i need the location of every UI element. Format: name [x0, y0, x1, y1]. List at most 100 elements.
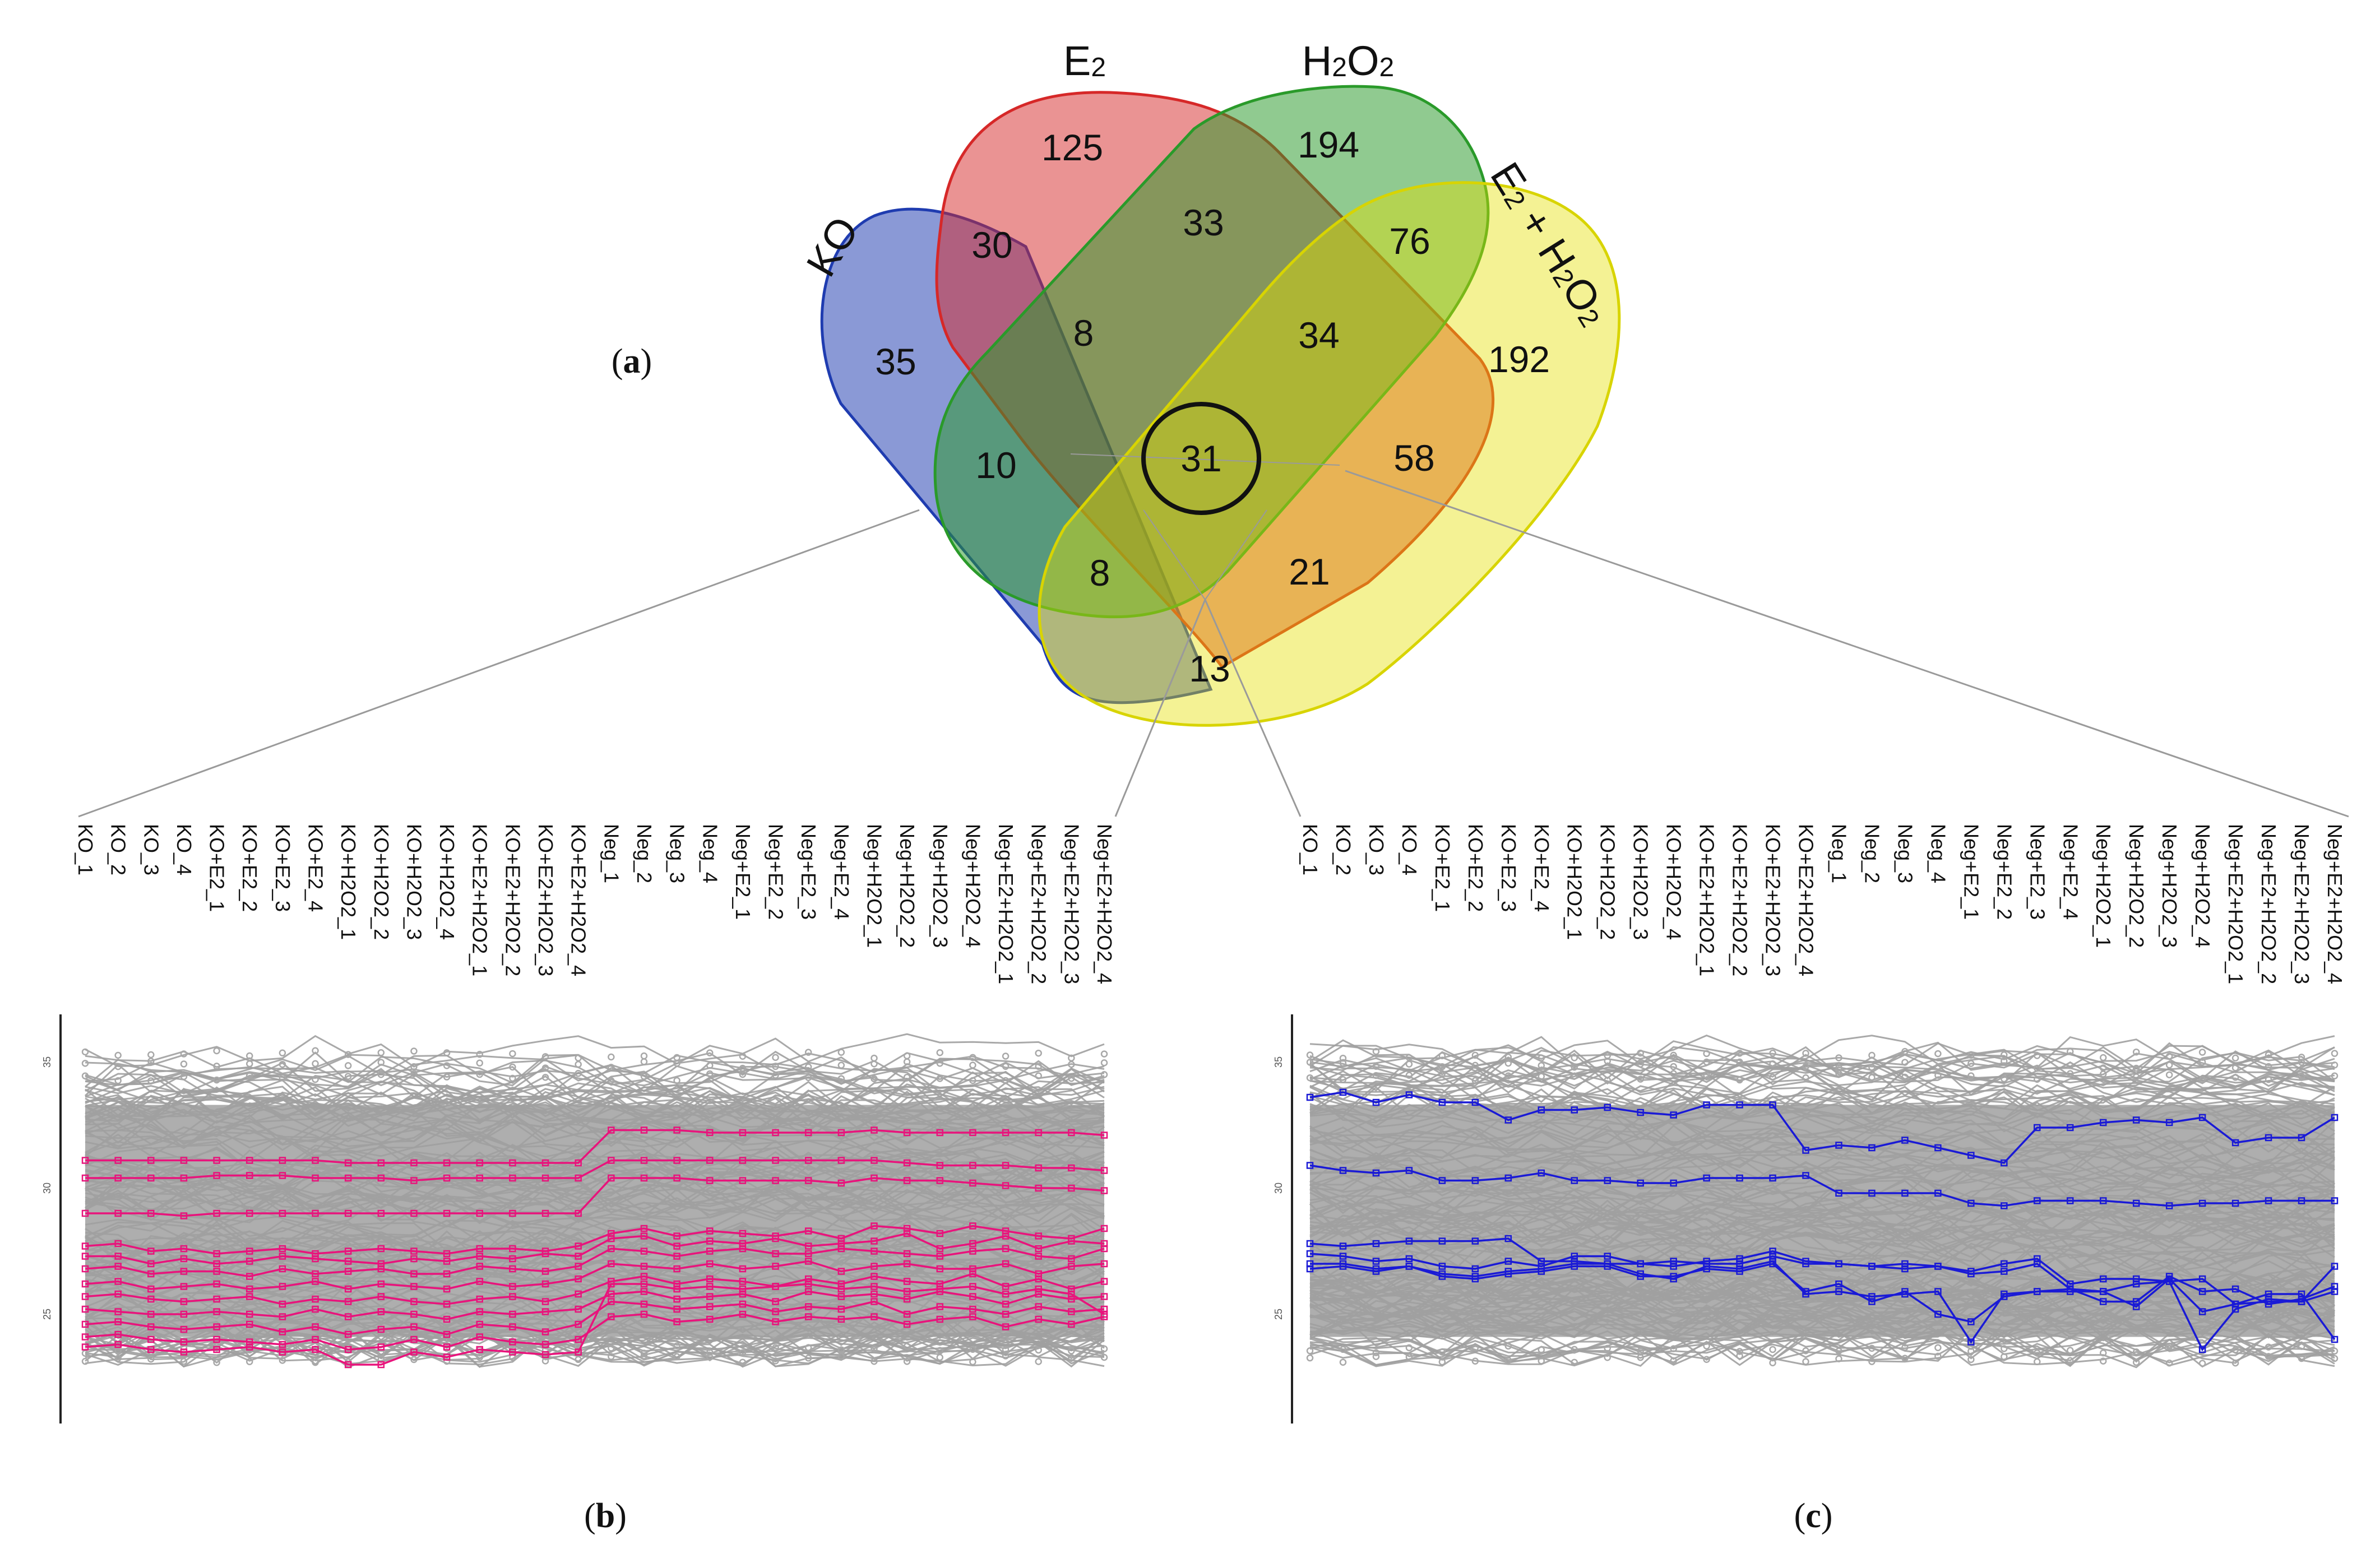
series-line-h3: [85, 1177, 1105, 1217]
background-marker: [1068, 1075, 1075, 1082]
data-point: [312, 1174, 319, 1182]
data-point: [1035, 1315, 1042, 1323]
background-marker: [2099, 1349, 2107, 1357]
background-marker: [246, 1052, 253, 1060]
data-point: [969, 1293, 976, 1300]
background-marker: [1035, 1346, 1042, 1354]
data-point: [410, 1298, 418, 1305]
data-point: [2298, 1134, 2305, 1142]
data-point: [147, 1209, 155, 1217]
background-marker: [410, 1356, 418, 1364]
data-point: [443, 1343, 451, 1351]
background-line: [1309, 1330, 2335, 1364]
data-point: [410, 1159, 418, 1167]
background-marker: [443, 1357, 451, 1365]
data-point: [147, 1157, 155, 1164]
data-point: [870, 1222, 878, 1230]
data-point: [246, 1293, 253, 1300]
data-point: [575, 1209, 582, 1217]
sample-label: KO_2: [1332, 824, 1355, 875]
background-marker: [377, 1071, 385, 1078]
data-point: [575, 1263, 582, 1270]
sample-label: Neg+H2O2_2: [896, 824, 919, 948]
data-point: [1438, 1270, 1446, 1278]
background-marker: [81, 1048, 89, 1056]
data-point: [772, 1250, 779, 1258]
background-marker: [1372, 1063, 1380, 1070]
data-point: [377, 1308, 385, 1315]
sample-label: Neg_4: [1927, 824, 1950, 883]
background-marker: [2265, 1063, 2272, 1070]
data-point: [1703, 1263, 1710, 1270]
background-marker: [180, 1073, 188, 1081]
background-marker: [541, 1053, 549, 1060]
data-point: [476, 1174, 483, 1182]
data-point: [213, 1209, 220, 1217]
connector-line: [78, 509, 920, 818]
data-point: [180, 1325, 188, 1333]
sample-label: Neg+E2+H2O2_1: [994, 824, 1017, 984]
data-point: [410, 1323, 418, 1330]
data-point: [1967, 1152, 1975, 1159]
background-line: [1309, 1086, 2335, 1120]
background-marker: [1934, 1344, 1942, 1351]
sample-label: Neg+H2O2_4: [2191, 824, 2214, 948]
data-point: [377, 1343, 385, 1351]
data-point: [936, 1253, 944, 1260]
data-point: [81, 1293, 89, 1300]
data-point: [476, 1333, 483, 1341]
background-marker: [1835, 1070, 1842, 1077]
data-point: [1868, 1293, 1876, 1300]
data-point: [1100, 1278, 1108, 1285]
background-marker: [1604, 1344, 1611, 1352]
background-marker: [739, 1052, 747, 1060]
data-point: [936, 1162, 944, 1169]
data-point: [1901, 1137, 1909, 1144]
data-point: [903, 1310, 911, 1318]
background-line: [85, 1061, 1105, 1093]
data-point: [377, 1245, 385, 1253]
data-point: [377, 1361, 385, 1369]
data-point: [2132, 1303, 2140, 1310]
data-point: [1100, 1293, 1108, 1300]
data-point: [114, 1308, 122, 1315]
sample-label: Neg+E2_4: [830, 824, 853, 920]
data-point: [608, 1298, 615, 1305]
data-point: [213, 1346, 220, 1353]
sample-label: KO+H2O2_2: [370, 824, 393, 940]
data-point: [608, 1290, 615, 1298]
data-point: [739, 1230, 747, 1237]
data-point: [312, 1278, 319, 1285]
sample-label: KO+H2O2_3: [402, 824, 425, 940]
region-count-h2o2-only: 194: [1298, 124, 1359, 165]
data-point: [804, 1129, 812, 1137]
background-marker: [2001, 1058, 2008, 1065]
data-point: [804, 1177, 812, 1184]
data-point: [608, 1313, 615, 1320]
data-point: [837, 1129, 845, 1137]
background-marker: [1736, 1348, 1743, 1355]
data-point: [476, 1253, 483, 1260]
background-lines-c: [1306, 1034, 2339, 1369]
region-count-e2-e2h2o2: 58: [1393, 437, 1434, 479]
sample-label: Neg+E2_1: [1960, 824, 1983, 920]
data-point: [903, 1159, 911, 1167]
data-point: [541, 1159, 549, 1167]
data-point: [443, 1258, 451, 1265]
data-point: [2298, 1298, 2305, 1305]
background-marker: [1405, 1072, 1413, 1079]
region-count-ko-e2h2o2: 13: [1189, 648, 1230, 689]
data-point: [410, 1348, 418, 1356]
background-marker: [1100, 1345, 1108, 1353]
background-marker: [344, 1073, 352, 1080]
data-point: [1035, 1303, 1042, 1310]
data-point: [1035, 1184, 1042, 1192]
data-point: [246, 1310, 253, 1318]
data-point: [377, 1174, 385, 1182]
data-point: [410, 1283, 418, 1290]
data-point: [1068, 1184, 1075, 1192]
y-ticks-b: 25 30 35: [41, 1056, 53, 1320]
background-marker: [2034, 1358, 2041, 1366]
y-tick-label: 35: [41, 1056, 53, 1068]
background-marker: [2165, 1071, 2173, 1079]
